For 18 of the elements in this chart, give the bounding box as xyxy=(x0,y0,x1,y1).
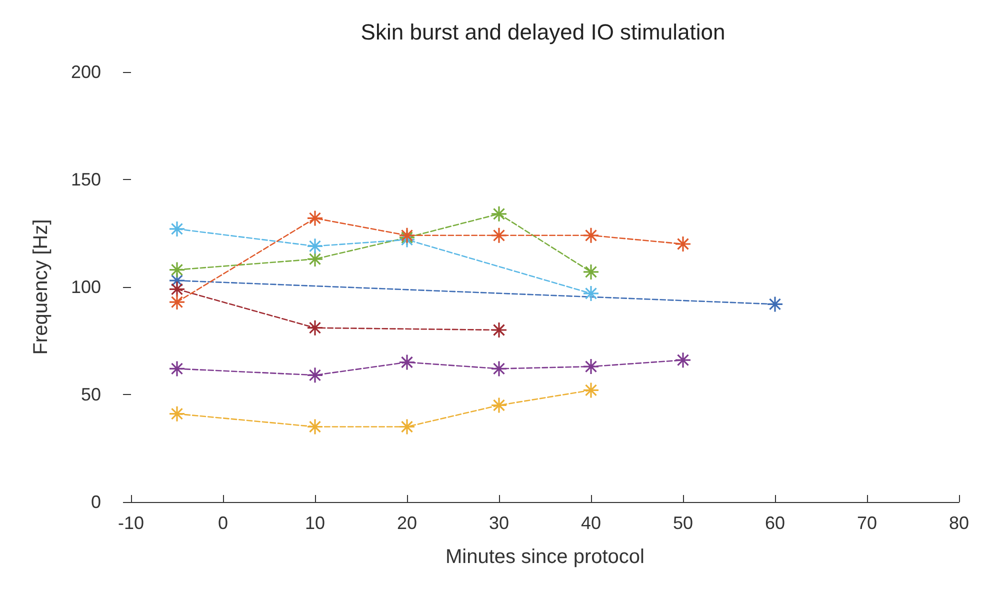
x-axis-title: Minutes since protocol xyxy=(446,546,644,568)
x-tick-label: -10 xyxy=(118,513,144,533)
y-tick-label: 50 xyxy=(80,384,101,404)
y-tick-label: 200 xyxy=(70,62,101,82)
x-tick-label: 80 xyxy=(948,513,970,533)
x-tick-label: 30 xyxy=(488,513,510,533)
x-tick-label: 10 xyxy=(304,513,326,533)
y-tick-label: 0 xyxy=(90,492,101,512)
x-tick-label: 60 xyxy=(764,513,786,533)
x-tick-label: 40 xyxy=(580,513,602,533)
x-tick-label: 20 xyxy=(396,513,418,533)
x-tick-label: 50 xyxy=(672,513,694,533)
x-tick-label: 70 xyxy=(856,513,878,533)
x-tick-label: 0 xyxy=(218,513,228,533)
chart-title: Skin burst and delayed IO stimulation xyxy=(360,20,726,44)
y-axis-title: Frequency [Hz] xyxy=(30,219,52,355)
y-tick-label: 100 xyxy=(70,277,101,297)
y-tick-label: 150 xyxy=(70,170,101,190)
